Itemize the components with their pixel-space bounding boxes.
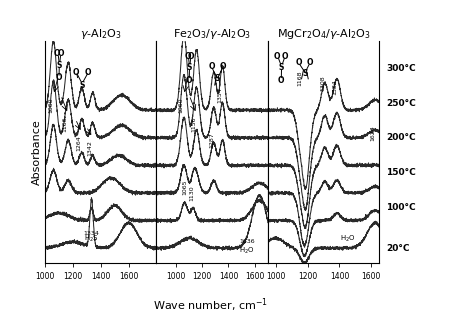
Text: O: O: [282, 52, 289, 61]
Text: 200°C: 200°C: [386, 133, 416, 142]
Text: H$_2$S: H$_2$S: [84, 234, 99, 244]
Text: O: O: [58, 49, 64, 58]
Text: S: S: [279, 63, 284, 72]
Text: 1354: 1354: [218, 87, 223, 103]
Text: 1342: 1342: [87, 140, 92, 156]
Text: S: S: [57, 61, 62, 69]
Text: O: O: [56, 73, 62, 82]
Text: 1384: 1384: [332, 79, 337, 94]
Text: O: O: [307, 58, 313, 67]
Text: S: S: [79, 81, 85, 90]
Text: O: O: [186, 75, 192, 85]
Text: O: O: [188, 52, 194, 61]
Text: S: S: [215, 74, 220, 83]
Text: O: O: [220, 62, 227, 71]
Text: 250°C: 250°C: [386, 99, 416, 107]
Text: 20°C: 20°C: [386, 244, 410, 253]
Text: 1130: 1130: [189, 185, 194, 201]
Text: Wave number, cm$^{-1}$: Wave number, cm$^{-1}$: [154, 296, 268, 314]
Text: 150°C: 150°C: [386, 168, 416, 177]
Text: 1264: 1264: [76, 135, 82, 151]
Text: O: O: [54, 49, 61, 58]
Text: O: O: [274, 52, 281, 61]
Text: O: O: [296, 58, 302, 67]
Title: MgCr$_2$O$_4$/$\gamma$-Al$_2$O$_3$: MgCr$_2$O$_4$/$\gamma$-Al$_2$O$_3$: [276, 27, 371, 41]
Text: S: S: [187, 63, 192, 72]
Text: 1060: 1060: [48, 98, 53, 113]
Text: O: O: [184, 52, 191, 61]
Text: 1334: 1334: [83, 230, 100, 236]
Text: H$_2$O: H$_2$O: [339, 234, 355, 244]
Text: 1060: 1060: [179, 98, 183, 113]
Text: 300°C: 300°C: [386, 64, 416, 73]
Text: 1166: 1166: [63, 116, 68, 132]
Text: 1065: 1065: [182, 179, 187, 195]
Text: 1636: 1636: [239, 239, 255, 244]
Y-axis label: Absorbance: Absorbance: [32, 119, 42, 185]
Text: H$_2$O: H$_2$O: [239, 245, 255, 256]
Text: 1287: 1287: [209, 133, 214, 148]
Text: 1308: 1308: [320, 75, 325, 91]
Text: O: O: [85, 68, 91, 77]
Text: 1624: 1624: [370, 125, 375, 141]
Text: S: S: [302, 69, 308, 78]
Title: $\gamma$-Al$_2$O$_3$: $\gamma$-Al$_2$O$_3$: [80, 27, 122, 41]
Text: O: O: [208, 62, 215, 71]
Text: 100°C: 100°C: [386, 203, 416, 212]
Text: 1168: 1168: [298, 70, 303, 86]
Title: Fe$_2$O$_3$/$\gamma$-Al$_2$O$_3$: Fe$_2$O$_3$/$\gamma$-Al$_2$O$_3$: [173, 27, 251, 41]
Text: O: O: [73, 68, 80, 77]
Text: 1156: 1156: [191, 116, 196, 132]
Text: O: O: [278, 75, 284, 85]
